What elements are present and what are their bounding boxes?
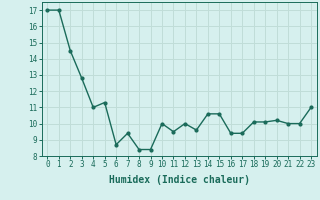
X-axis label: Humidex (Indice chaleur): Humidex (Indice chaleur)	[109, 175, 250, 185]
